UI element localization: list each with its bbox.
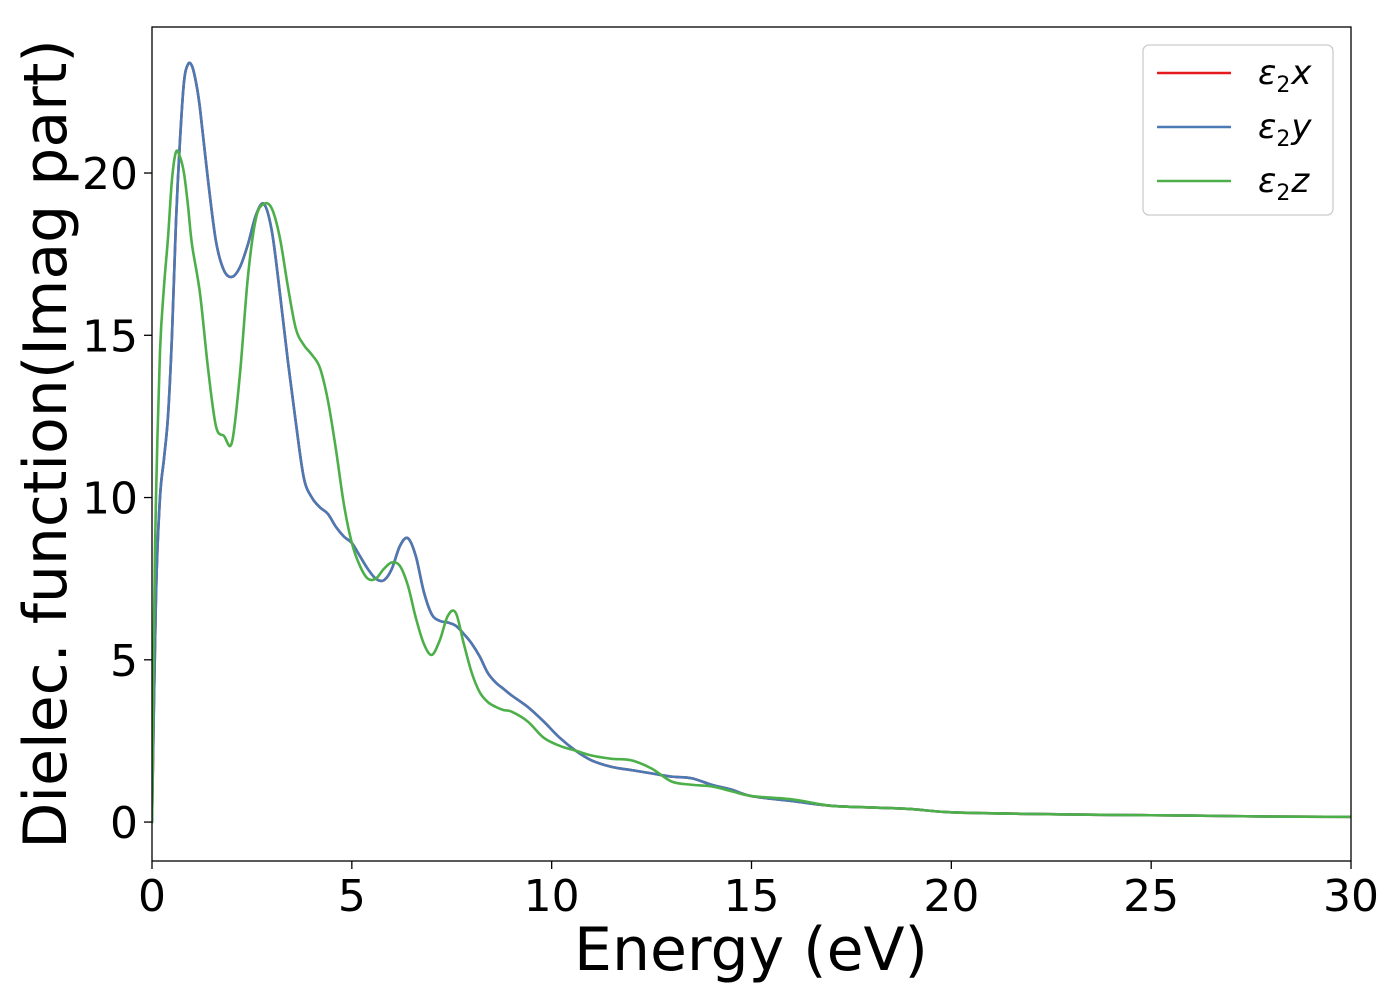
x-tick-label: 15 [724, 871, 780, 922]
y-tick-label: 20 [82, 149, 138, 200]
y-axis-ticks: 0 5 10 15 20 [82, 149, 152, 849]
x-tick-label: 30 [1323, 871, 1379, 922]
legend-label: ε2x [1258, 53, 1312, 98]
y-tick-label: 5 [110, 636, 138, 687]
x-tick-label: 0 [138, 871, 166, 922]
series-line-y [152, 61, 1351, 824]
y-tick-label: 10 [82, 474, 138, 525]
plot-lines [152, 61, 1351, 824]
legend-item-y: ε2y [1157, 107, 1312, 152]
legend-box [1142, 44, 1334, 216]
y-tick-label: 0 [110, 798, 138, 849]
legend-item-z: ε2z [1157, 161, 1310, 206]
y-axis-title: Dielec. function(Imag part) [11, 39, 81, 849]
legend-label: ε2y [1258, 107, 1312, 152]
series-line-z [152, 149, 1351, 824]
x-tick-label: 5 [338, 871, 366, 922]
x-tick-label: 20 [923, 871, 979, 922]
legend-item-x: ε2x [1157, 53, 1312, 98]
legend-label: ε2z [1258, 161, 1310, 206]
y-tick-label: 15 [82, 311, 138, 362]
x-tick-label: 10 [524, 871, 580, 922]
x-axis-ticks: 0 5 10 15 20 25 30 [138, 861, 1379, 922]
legend: ε2x ε2y ε2z [1142, 44, 1334, 216]
x-tick-label: 25 [1123, 871, 1179, 922]
x-axis-title: Energy (eV) [574, 915, 928, 985]
